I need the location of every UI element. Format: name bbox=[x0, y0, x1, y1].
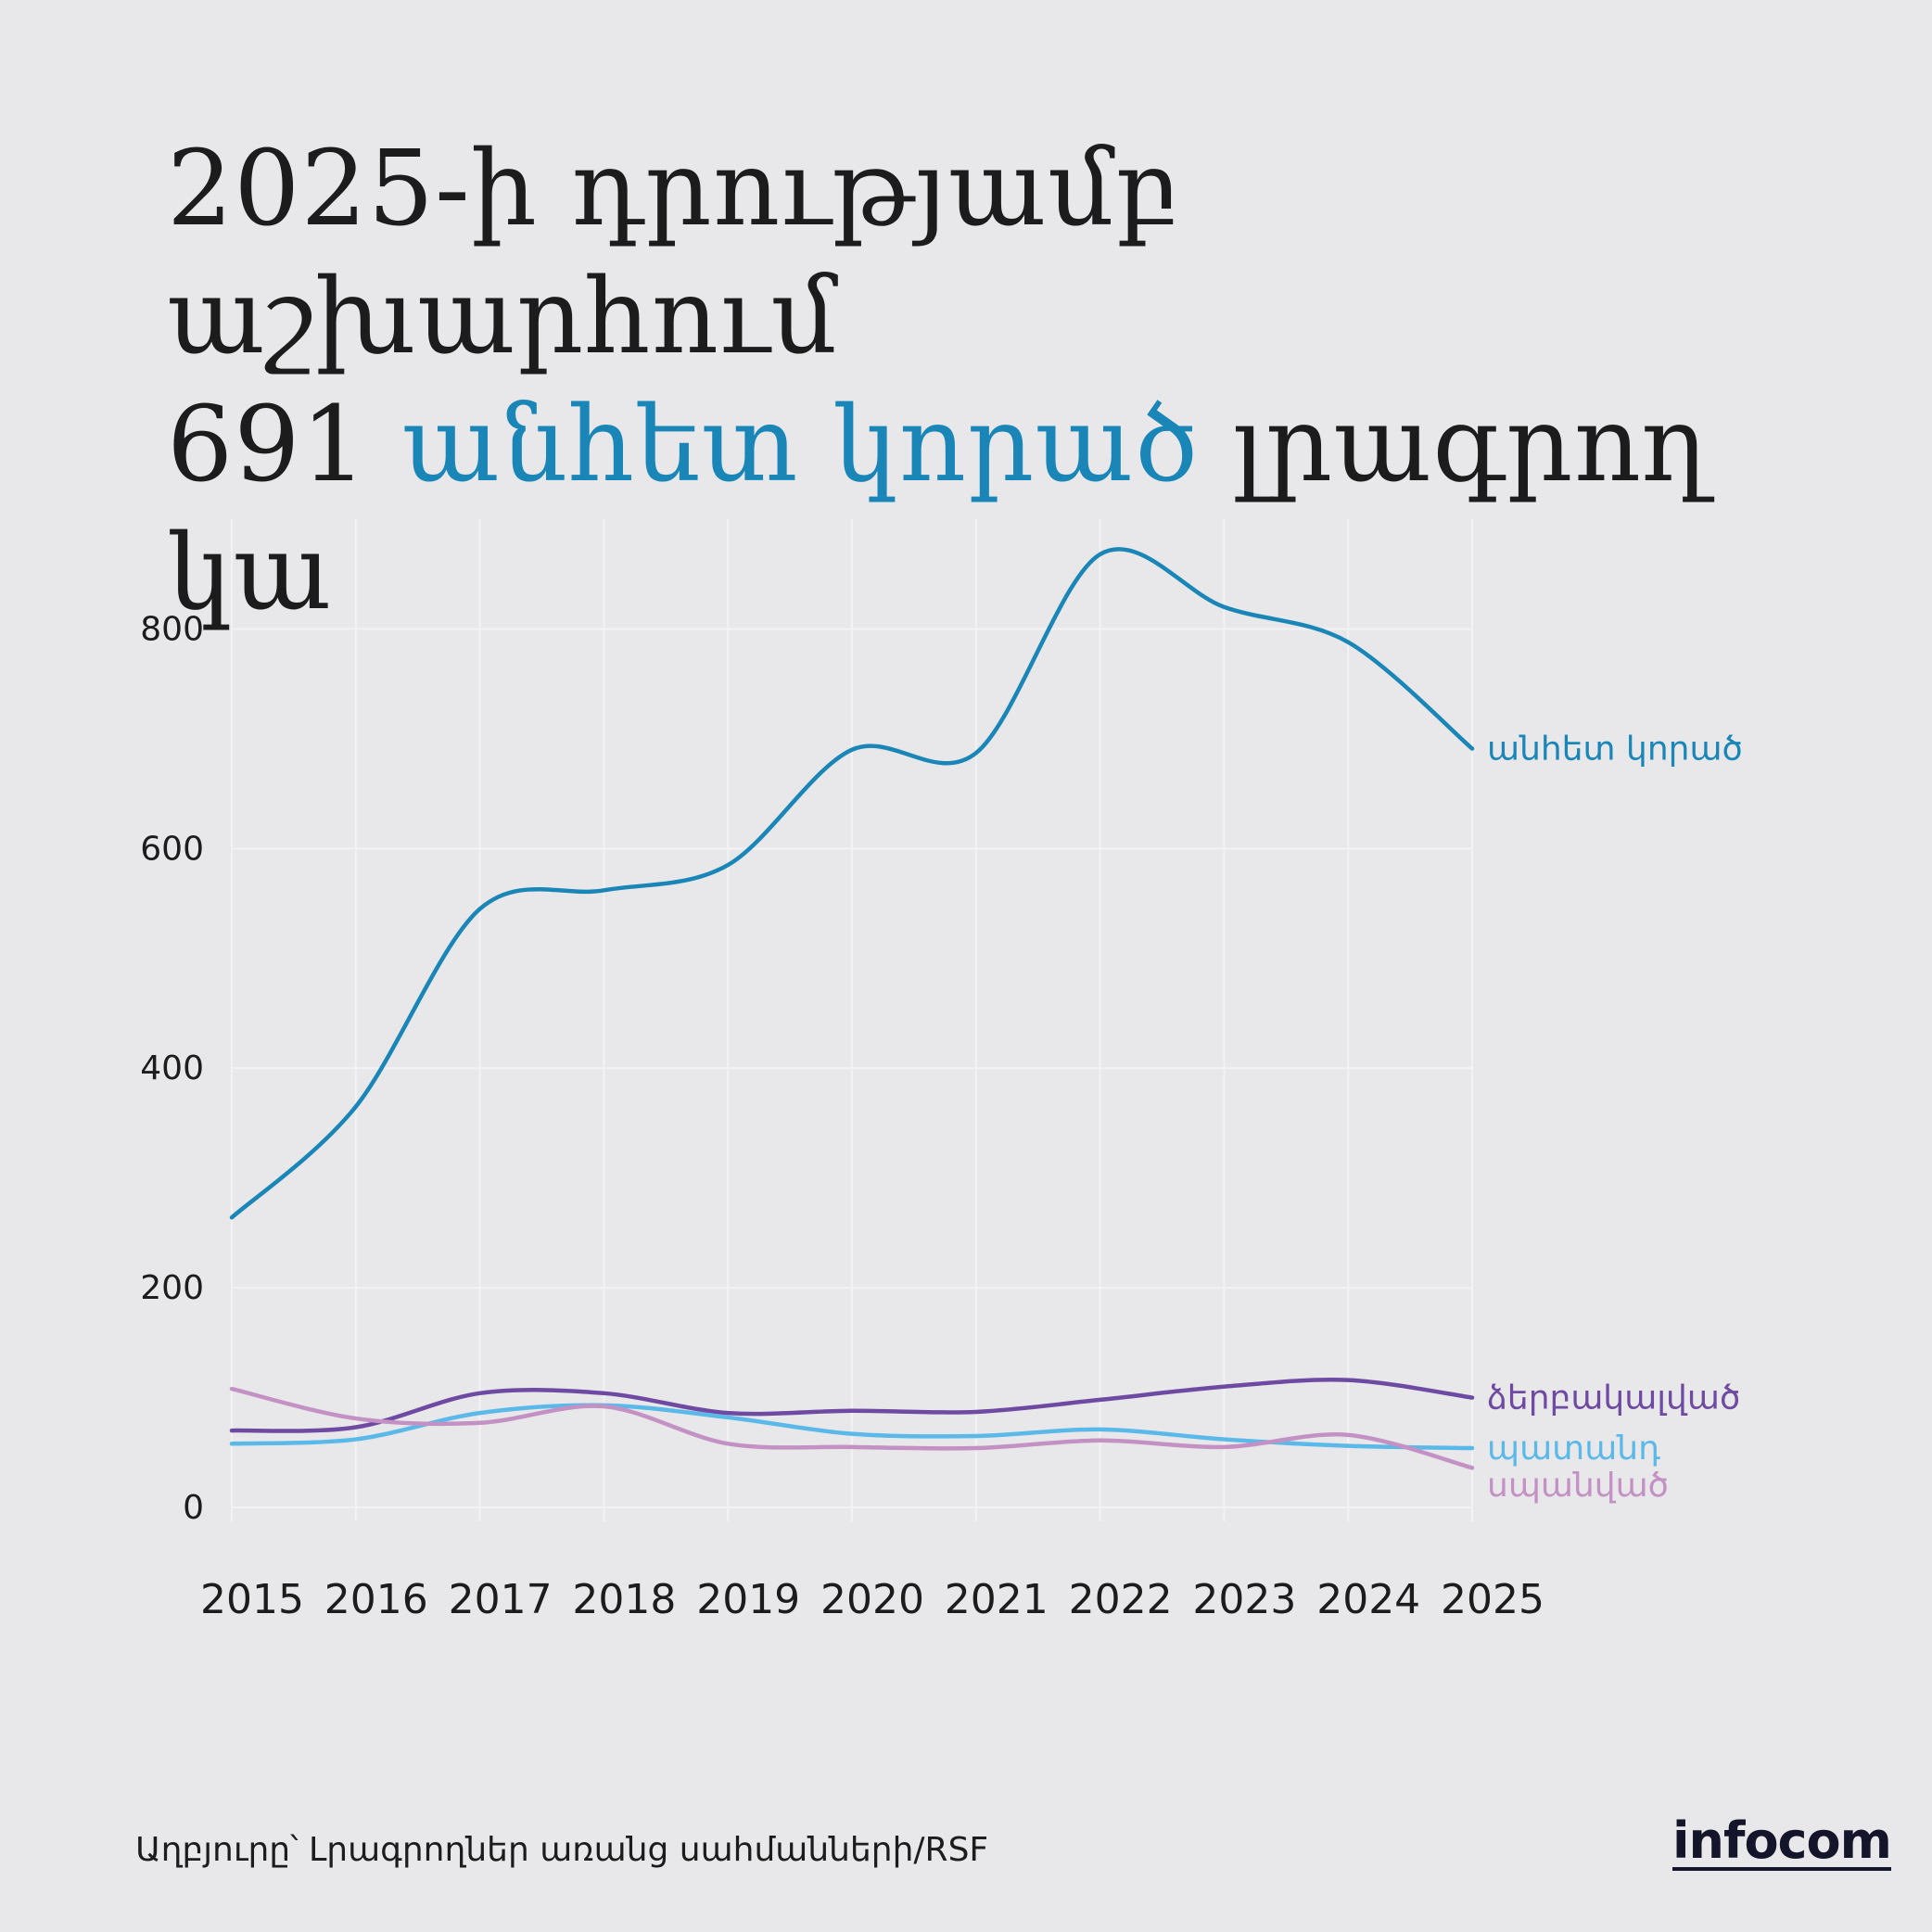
brand-logo: infocom bbox=[1672, 1811, 1892, 1871]
x-tick-label: 2022 bbox=[1069, 1576, 1173, 1623]
x-tick-label: 2018 bbox=[572, 1576, 676, 1623]
x-tick-label: 2019 bbox=[696, 1576, 800, 1623]
series-line bbox=[229, 547, 1475, 1220]
x-tick-label: 2016 bbox=[324, 1576, 428, 1623]
series-line bbox=[229, 1386, 1475, 1470]
y-tick-label: 800 bbox=[140, 610, 204, 648]
y-tick-label: 0 bbox=[183, 1489, 204, 1527]
x-tick-label: 2024 bbox=[1316, 1576, 1420, 1623]
chart-grid bbox=[231, 519, 1473, 1521]
series-line bbox=[229, 1377, 1475, 1433]
x-tick-label: 2015 bbox=[200, 1576, 304, 1623]
x-tick-label: 2023 bbox=[1192, 1576, 1296, 1623]
chart-series bbox=[229, 547, 1475, 1470]
series-end-label: պատանդ bbox=[1487, 1430, 1660, 1468]
x-tick-label: 2025 bbox=[1441, 1576, 1544, 1623]
y-tick-label: 600 bbox=[140, 830, 204, 868]
title-line-2-prefix: 691 bbox=[167, 385, 402, 505]
x-tick-label: 2020 bbox=[820, 1576, 924, 1623]
x-tick-label: 2017 bbox=[449, 1576, 553, 1623]
title-line-2-suffix: լրագրող կա bbox=[167, 385, 1710, 633]
source-note: Աղբյուրը՝ Լրագրողներ առանց սահմանների/RS… bbox=[135, 1831, 989, 1869]
series-end-label: սպանված bbox=[1487, 1467, 1669, 1505]
title-highlight: անհետ կորած bbox=[401, 385, 1200, 505]
title-line-1: 2025-ի դրությամբ աշխարհում bbox=[167, 129, 1181, 377]
chart-title: 2025-ի դրությամբ աշխարհում 691 անհետ կոր… bbox=[167, 125, 1799, 637]
series-end-label: անհետ կորած bbox=[1487, 731, 1743, 769]
y-tick-label: 400 bbox=[140, 1049, 204, 1087]
y-tick-label: 200 bbox=[140, 1269, 204, 1307]
x-axis: 2015 2016 2017 2018 2019 2020 2021 2022 2023 2024… bbox=[200, 1576, 1544, 1623]
x-tick-label: 2021 bbox=[945, 1576, 1049, 1623]
y-axis: 0 200 400 600 800 bbox=[140, 610, 204, 1527]
series-end-label: ձերբակալված bbox=[1487, 1379, 1740, 1417]
